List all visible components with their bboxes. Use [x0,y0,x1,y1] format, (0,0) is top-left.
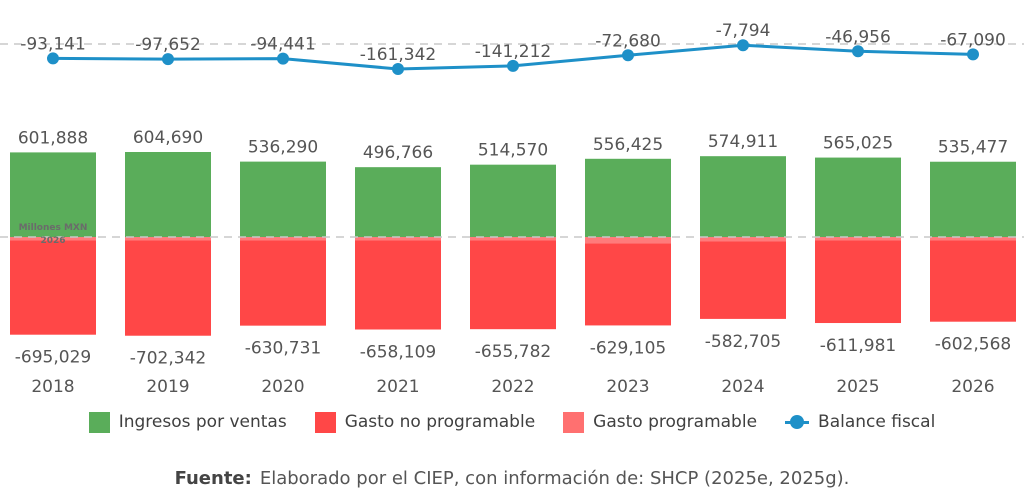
balance-point-2021 [392,63,404,75]
x-tick-label-2026: 2026 [951,377,994,397]
axis-label: Millones MXN [19,223,88,233]
bar-gasto-no-programable-2019 [125,237,211,241]
bar-bottom-label-2019: -702,342 [130,349,206,369]
legend-item-ingresos[interactable]: Ingresos por ventas [88,411,287,433]
bar-gasto-programable-2022 [470,240,556,330]
balance-point-2023 [622,49,634,62]
source-prefix: Fuente: [174,468,252,489]
bar-ingresos-2018 [10,152,96,237]
x-tick-label-2020: 2020 [261,377,304,397]
balance-point-2024 [737,39,749,52]
bar-bottom-label-2025: -611,981 [820,336,896,356]
balance-point-2020 [277,52,289,65]
x-tick-label-2019: 2019 [146,377,189,397]
x-tick-label-2024: 2024 [721,377,764,397]
bar-ingresos-2019 [125,152,211,237]
bar-bottom-label-2024: -582,705 [705,332,781,352]
fiscal-balance-chart: 601,888 -695,029 2018 604,690 -702,342 2019 53… [0,21,1024,397]
legend-label-gasto-programable: Gasto programable [593,412,758,432]
bar-top-label-2024: 574,911 [708,132,778,152]
bar-gasto-no-programable-2018 [10,237,96,241]
source-text: Elaborado por el CIEP, con información d… [259,468,850,489]
bar-gasto-no-programable-2021 [355,237,441,241]
chart-legend: Ingresos por ventas Gasto no programable… [0,408,1024,436]
x-tick-label-2025: 2025 [836,377,879,397]
legend-item-gasto-programable[interactable]: Gasto programable [563,411,758,433]
balance-label-2021: -161,342 [360,45,436,65]
bar-ingresos-2020 [240,161,326,237]
bar-ingresos-2025 [815,157,901,237]
legend-label-gasto-no-programable: Gasto no programable [344,412,536,432]
bar-gasto-programable-2023 [585,243,671,326]
bar-top-label-2021: 496,766 [363,143,433,163]
balance-label-2025: -46,956 [825,27,891,47]
legend-label-ingresos: Ingresos por ventas [118,412,287,432]
balance-label-2018: -93,141 [20,34,86,54]
bar-bottom-label-2023: -629,105 [590,338,666,358]
balance-point-2018 [47,52,59,65]
bar-top-label-2020: 536,290 [248,138,318,158]
balance-point-2019 [162,53,174,66]
balance-label-2023: -72,680 [595,31,661,51]
legend-item-gasto-no-programable[interactable]: Gasto no programable [314,411,536,433]
bar-bottom-label-2020: -630,731 [245,339,321,359]
bar-bottom-label-2022: -655,782 [475,342,551,362]
balance-label-2024: -7,794 [716,21,771,41]
bar-bottom-label-2018: -695,029 [15,348,91,368]
legend-label-balance-fiscal: Balance fiscal [818,412,936,432]
bar-gasto-programable-2019 [125,240,211,336]
x-tick-label-2022: 2022 [491,377,534,397]
balance-label-2022: -141,212 [475,42,551,62]
bar-gasto-no-programable-2026 [930,237,1016,241]
balance-point-2026 [967,48,979,61]
legend-swatch-gasto-programable [563,411,585,433]
bar-top-label-2023: 556,425 [593,135,663,155]
x-tick-label-2021: 2021 [376,377,419,397]
bar-top-label-2025: 565,025 [823,134,893,154]
bar-gasto-programable-2020 [240,240,326,326]
bar-gasto-no-programable-2025 [815,237,901,241]
bar-ingresos-2026 [930,161,1016,237]
axis-label-year: 2026 [40,236,65,246]
x-tick-label-2023: 2023 [606,377,649,397]
legend-item-balance-fiscal[interactable]: Balance fiscal [785,412,935,432]
bar-bottom-label-2026: -602,568 [935,335,1011,355]
legend-swatch-ingresos [88,411,110,433]
bar-gasto-programable-2026 [930,240,1016,322]
bar-gasto-programable-2021 [355,240,441,330]
bar-gasto-no-programable-2022 [470,237,556,241]
bar-ingresos-2023 [585,158,671,237]
bar-gasto-no-programable-2024 [700,237,786,242]
bar-top-label-2018: 601,888 [18,128,88,148]
source-note: Fuente: Elaborado por el CIEP, con inform… [0,468,1024,489]
balance-label-2026: -67,090 [940,30,1006,50]
bar-gasto-no-programable-2020 [240,237,326,241]
bar-gasto-programable-2025 [815,240,901,324]
bar-top-label-2026: 535,477 [938,138,1008,158]
bar-gasto-programable-2024 [700,241,786,319]
legend-line-marker-icon [785,415,810,429]
bar-gasto-programable-2018 [10,240,96,335]
bar-gasto-no-programable-2023 [585,237,671,244]
balance-label-2019: -97,652 [135,35,201,55]
bar-top-label-2022: 514,570 [478,141,548,161]
bar-bottom-label-2021: -658,109 [360,343,436,363]
x-tick-label-2018: 2018 [31,377,74,397]
balance-point-2025 [852,45,864,58]
bar-ingresos-2022 [470,164,556,237]
balance-point-2022 [507,59,519,72]
balance-label-2020: -94,441 [250,35,316,55]
legend-swatch-gasto-no-programable [314,411,336,433]
bar-top-label-2019: 604,690 [133,128,203,148]
bar-ingresos-2021 [355,167,441,237]
bar-ingresos-2024 [700,156,786,237]
